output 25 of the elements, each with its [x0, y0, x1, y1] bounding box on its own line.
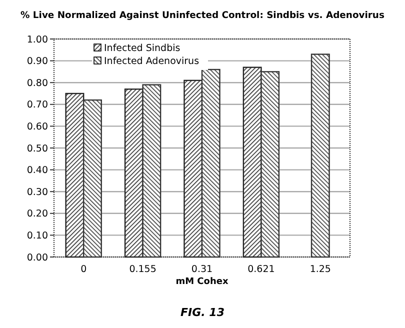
bar — [184, 80, 203, 258]
y-tick-label: 0.50 — [26, 143, 48, 154]
y-tick-label: 0.10 — [26, 230, 48, 242]
y-tick-label: 0.30 — [26, 186, 48, 198]
bar — [124, 88, 144, 258]
x-tick-label: 0.621 — [248, 264, 275, 275]
y-tick-label: 0.60 — [26, 122, 48, 133]
x-tick-label: 0 — [80, 264, 87, 275]
bar — [65, 92, 84, 258]
y-tick-label: 0.20 — [26, 208, 48, 220]
y-tick-label: 0.90 — [26, 56, 48, 68]
bar — [242, 66, 262, 258]
chart-title: % Live Normalized Against Uninfected Control: Sindbis vs. Adenovirus — [20, 10, 385, 21]
y-tick-label: 0.00 — [26, 252, 48, 264]
x-tick-label: 0.31 — [191, 264, 213, 275]
legend-label: Infected Adenovirus — [104, 56, 200, 67]
x-tick-label: 1.25 — [310, 264, 331, 275]
x-axis-title: mM Cohex — [176, 277, 228, 287]
y-tick-label: 0.80 — [26, 78, 48, 89]
y-tick-label: 0.40 — [26, 165, 48, 176]
y-tick-label: 0.70 — [26, 100, 48, 111]
caption: FIG. 13 — [180, 306, 225, 319]
legend-label: Infected Sindbis — [104, 43, 180, 54]
y-tick-label: 1.00 — [26, 34, 48, 46]
x-tick-label: 0.155 — [129, 264, 156, 275]
